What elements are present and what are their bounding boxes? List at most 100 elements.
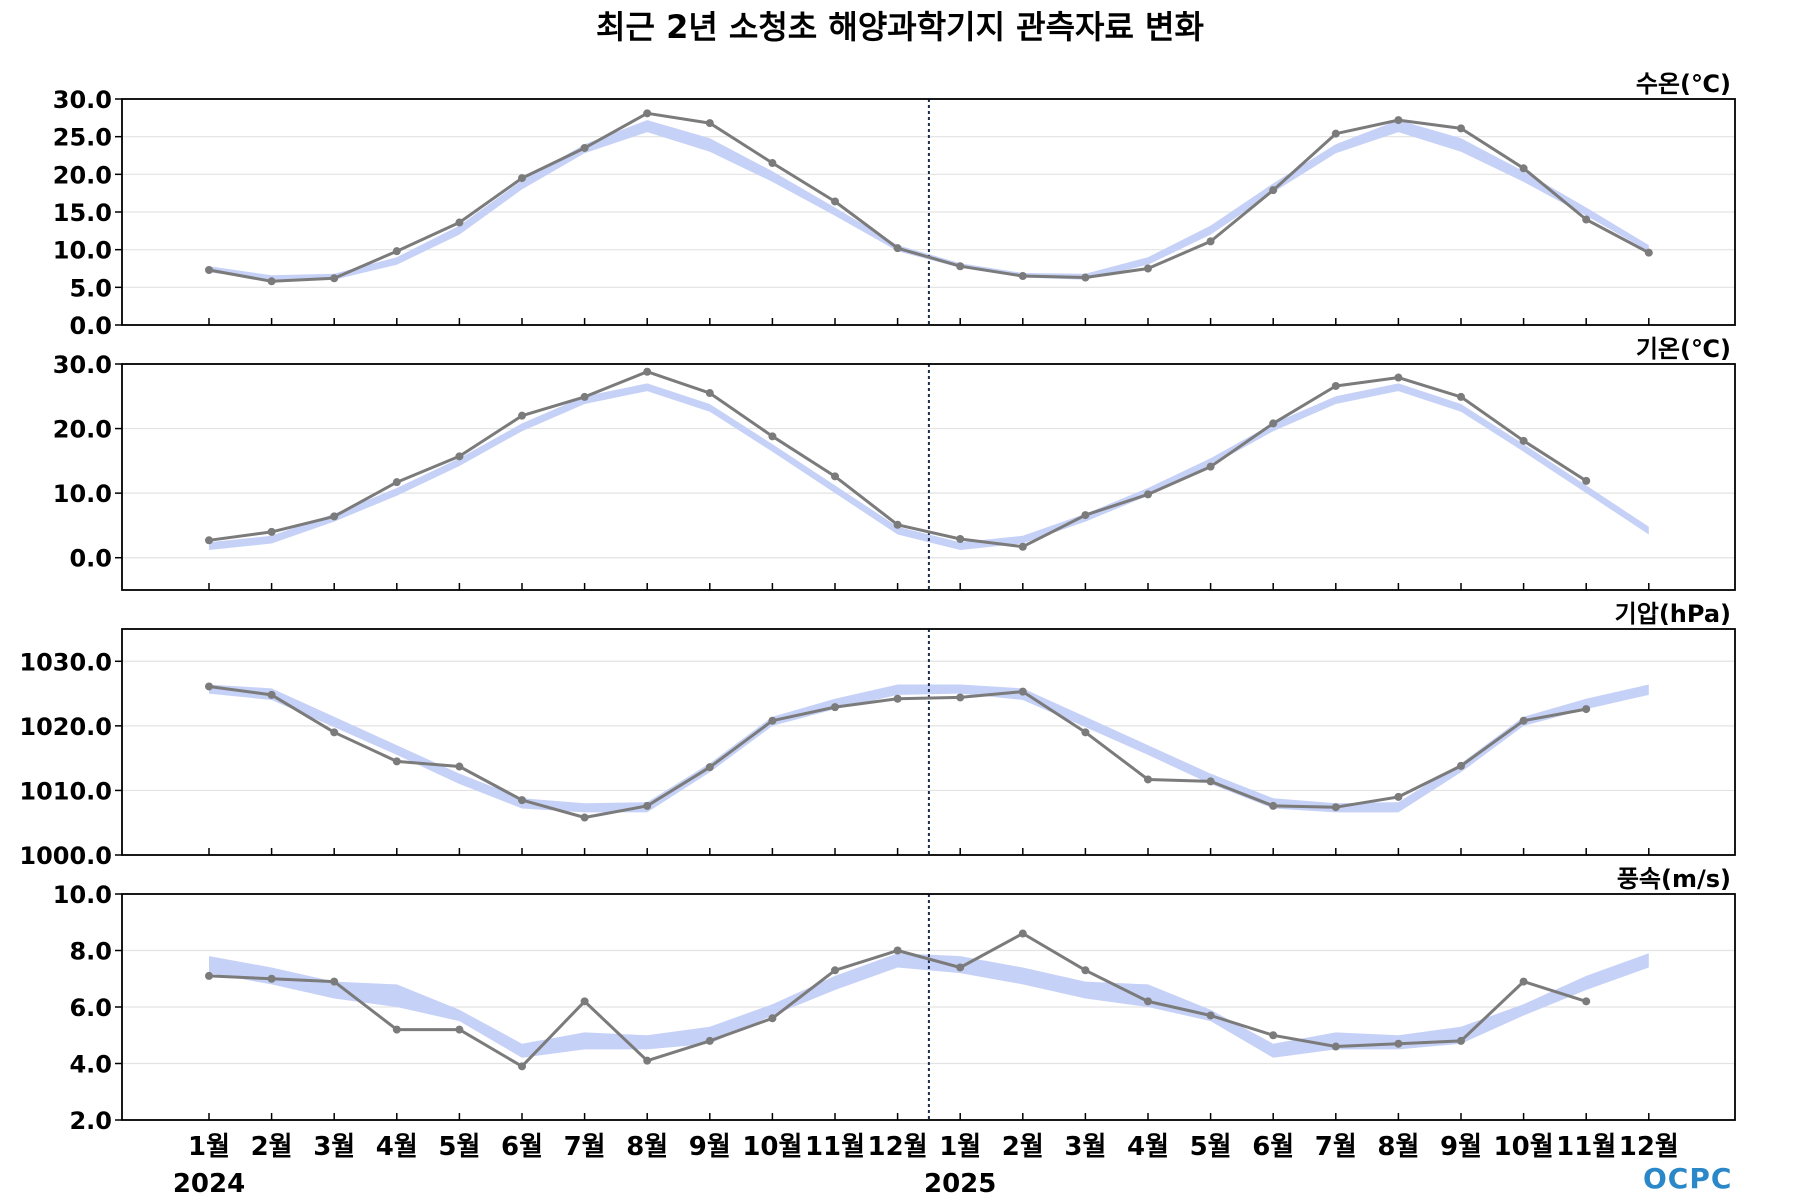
observed-point bbox=[831, 472, 839, 481]
x-tick-label: 5월 bbox=[438, 1132, 480, 1162]
observed-point bbox=[205, 266, 213, 275]
observed-point bbox=[1081, 728, 1090, 737]
x-tick-label: 7월 bbox=[1315, 1132, 1357, 1162]
x-tick-label: 2월 bbox=[251, 1132, 293, 1162]
x-tick-label: 4월 bbox=[376, 1132, 418, 1162]
observed-point bbox=[768, 159, 777, 168]
observed-point bbox=[1018, 542, 1027, 551]
observed-point bbox=[1394, 792, 1403, 801]
observed-point bbox=[518, 796, 526, 805]
x-tick-label: 8월 bbox=[626, 1132, 668, 1162]
x-tick-label: 7월 bbox=[564, 1132, 606, 1162]
observed-point bbox=[1519, 977, 1528, 986]
observed-point bbox=[267, 690, 276, 699]
observed-point bbox=[893, 694, 902, 703]
observed-point bbox=[455, 218, 464, 227]
observed-point bbox=[205, 682, 213, 691]
observed-point bbox=[1457, 392, 1465, 401]
x-tick-label: 11월 bbox=[1556, 1132, 1616, 1162]
observed-point bbox=[956, 534, 965, 543]
observed-point bbox=[1018, 272, 1027, 281]
observed-point bbox=[455, 1025, 464, 1034]
observed-point bbox=[1081, 511, 1090, 520]
observed-point bbox=[580, 392, 589, 401]
observed-point bbox=[831, 197, 839, 206]
observed-point bbox=[893, 946, 902, 955]
panel-unit-label: 기온(℃) bbox=[1636, 335, 1731, 363]
observed-point bbox=[392, 478, 401, 487]
observed-point bbox=[1457, 761, 1465, 770]
observed-point bbox=[643, 109, 652, 118]
x-tick-label: 2월 bbox=[1002, 1132, 1044, 1162]
observed-point bbox=[1206, 237, 1215, 246]
observed-point bbox=[518, 1062, 526, 1071]
panel-1: 0.0 5.0 10.0 15.0 20.0 25.0 30.0 수온(℃) bbox=[53, 70, 1736, 340]
observed-point bbox=[1582, 215, 1591, 224]
y-tick-label: 0.0 bbox=[69, 545, 112, 573]
panel-unit-label: 풍속(m/s) bbox=[1617, 865, 1731, 893]
x-tick-label: 1월 bbox=[188, 1132, 230, 1162]
observed-point bbox=[1206, 777, 1215, 786]
y-tick-label: 2.0 bbox=[69, 1107, 112, 1135]
observed-point bbox=[1331, 381, 1340, 390]
observed-point bbox=[893, 244, 902, 253]
y-tick-label: 1010.0 bbox=[19, 777, 112, 805]
observed-point bbox=[392, 1025, 401, 1034]
x-tick-label: 12월 bbox=[1619, 1132, 1679, 1162]
x-tick-label: 12월 bbox=[868, 1132, 928, 1162]
observed-series-line bbox=[208, 370, 1588, 549]
x-tick-label: 5월 bbox=[1190, 1132, 1232, 1162]
ocpc-logo: OCPC bbox=[1643, 1162, 1733, 1195]
observed-point bbox=[330, 728, 339, 737]
observed-point bbox=[1644, 248, 1653, 257]
observed-series-line bbox=[208, 685, 1587, 819]
observed-point bbox=[1457, 1036, 1465, 1045]
x-tick-label: 4월 bbox=[1127, 1132, 1169, 1162]
observed-point bbox=[831, 966, 839, 975]
panel-frame bbox=[121, 363, 1736, 591]
y-tick-label: 8.0 bbox=[69, 938, 112, 966]
panel-frame bbox=[121, 98, 1736, 326]
observed-point bbox=[1519, 164, 1528, 173]
observed-point bbox=[643, 367, 652, 376]
observed-point bbox=[643, 1056, 652, 1065]
observed-point bbox=[956, 262, 965, 271]
y-tick-label: 25.0 bbox=[53, 124, 112, 152]
observed-point bbox=[1519, 436, 1528, 445]
x-tick-label: 11월 bbox=[805, 1132, 865, 1162]
x-tick-label: 10월 bbox=[742, 1132, 802, 1162]
observed-point bbox=[768, 432, 777, 441]
panel-frame bbox=[121, 628, 1736, 856]
observed-point bbox=[1519, 716, 1528, 725]
observed-point bbox=[455, 762, 464, 771]
panel-3: 1000.0 1010.0 1020.0 1030.0 기압(hPa) bbox=[19, 600, 1736, 870]
observed-point bbox=[1144, 490, 1152, 499]
observed-point bbox=[267, 974, 276, 983]
observed-point bbox=[205, 536, 213, 545]
observed-point bbox=[831, 703, 839, 712]
y-tick-label: 10.0 bbox=[53, 237, 112, 265]
observed-point bbox=[1331, 1042, 1340, 1051]
observed-point bbox=[705, 119, 714, 128]
observed-point bbox=[580, 997, 589, 1006]
observed-point bbox=[893, 520, 902, 529]
y-tick-label: 5.0 bbox=[69, 274, 112, 302]
x-tick-label: 1월 bbox=[939, 1132, 981, 1162]
observed-point bbox=[1331, 803, 1340, 812]
year-label: 2024 bbox=[173, 1169, 245, 1199]
x-tick-label: 3월 bbox=[1064, 1132, 1106, 1162]
observed-point bbox=[1018, 687, 1027, 696]
observed-point bbox=[518, 174, 526, 183]
observed-point bbox=[1394, 116, 1403, 125]
observed-point bbox=[1331, 129, 1340, 138]
panel-2: 0.0 10.0 20.0 30.0 기온(℃) bbox=[53, 335, 1736, 591]
observed-point bbox=[1269, 419, 1278, 428]
panel-unit-label: 기압(hPa) bbox=[1615, 600, 1731, 628]
y-tick-label: 4.0 bbox=[69, 1051, 112, 1079]
chart-title: 최근 2년 소청초 해양과학기지 관측자료 변화 bbox=[596, 8, 1204, 46]
observed-point bbox=[1582, 476, 1591, 485]
x-tick-label: 8월 bbox=[1377, 1132, 1419, 1162]
year-label: 2025 bbox=[924, 1169, 996, 1199]
observed-point bbox=[1582, 997, 1591, 1006]
